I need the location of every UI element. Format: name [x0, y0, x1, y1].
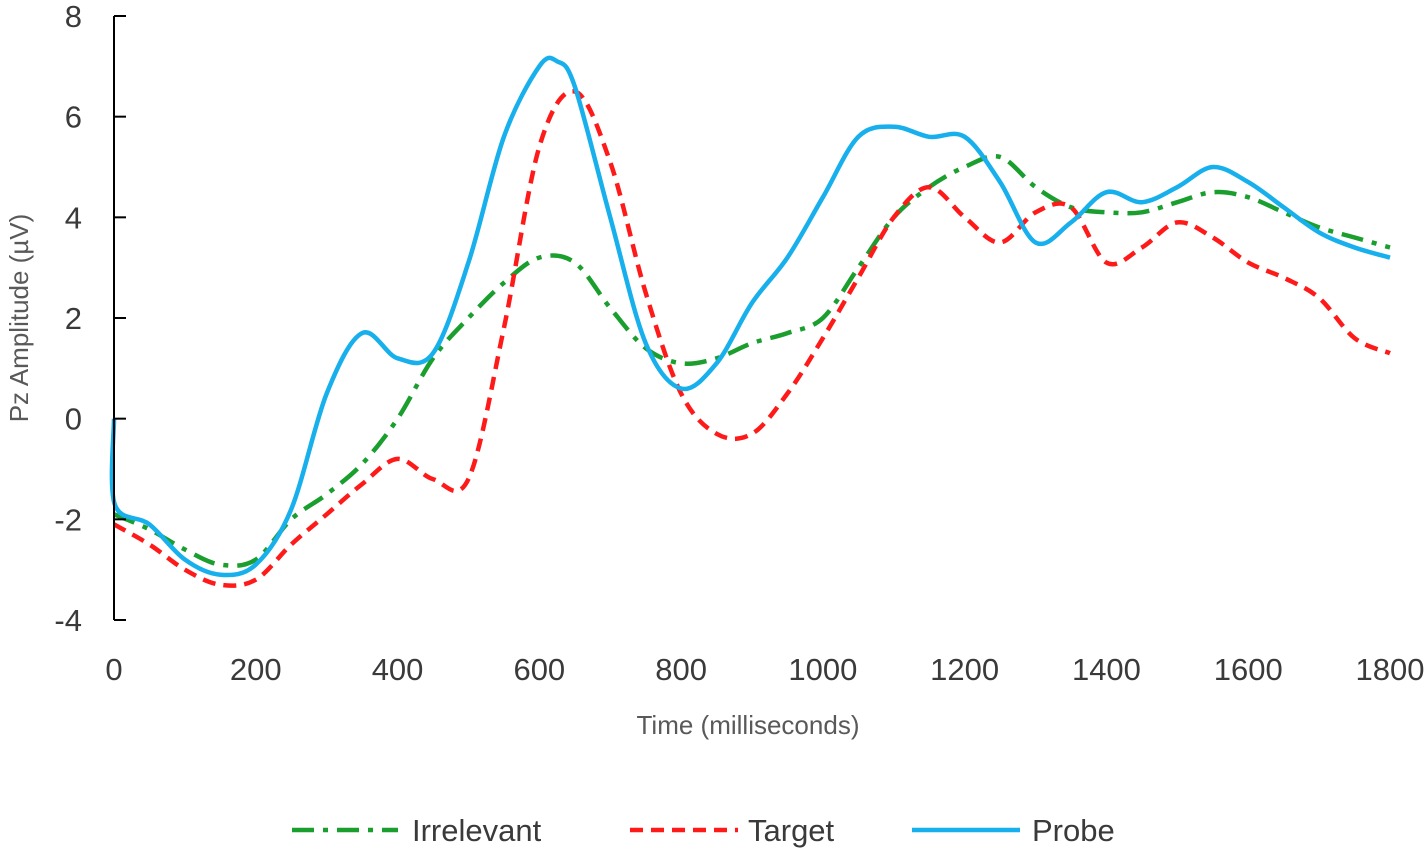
series-line-target: [112, 89, 1391, 588]
series-line-probe: [109, 55, 1391, 578]
x-tick-label: 200: [230, 652, 282, 687]
legend-label-irrelevant: Irrelevant: [412, 813, 542, 848]
y-tick-label: -4: [54, 603, 82, 638]
y-tick-label: 4: [65, 200, 82, 235]
y-tick-label: -2: [54, 502, 82, 537]
y-tick-label: 8: [65, 0, 82, 34]
x-axis-title: Time (milliseconds): [637, 710, 860, 740]
series-line-irrelevant: [113, 153, 1391, 568]
x-tick-label: 0: [105, 652, 122, 687]
axes: [113, 15, 126, 621]
tick-labels: -4 -2 0 2 4 6 8 0 200 400 600 800 1000 1200 1400 1600 18…: [54, 0, 1424, 687]
y-tick-label: 6: [65, 100, 82, 135]
legend-label-probe: Probe: [1032, 813, 1115, 848]
legend: Irrelevant Target Probe: [292, 813, 1115, 848]
x-tick-label: 400: [372, 652, 424, 687]
x-tick-label: 800: [655, 652, 707, 687]
x-tick-label: 1000: [788, 652, 857, 687]
y-axis-title: Pz Amplitude (µV): [4, 214, 34, 423]
x-tick-label: 1800: [1356, 652, 1425, 687]
x-tick-label: 600: [513, 652, 565, 687]
x-tick-label: 1200: [930, 652, 999, 687]
x-tick-label: 1600: [1214, 652, 1283, 687]
y-tick-label: 2: [65, 301, 82, 336]
x-tick-label: 1400: [1072, 652, 1141, 687]
legend-label-target: Target: [748, 813, 835, 848]
y-tick-label: 0: [65, 402, 82, 437]
series-layer: [109, 55, 1391, 588]
